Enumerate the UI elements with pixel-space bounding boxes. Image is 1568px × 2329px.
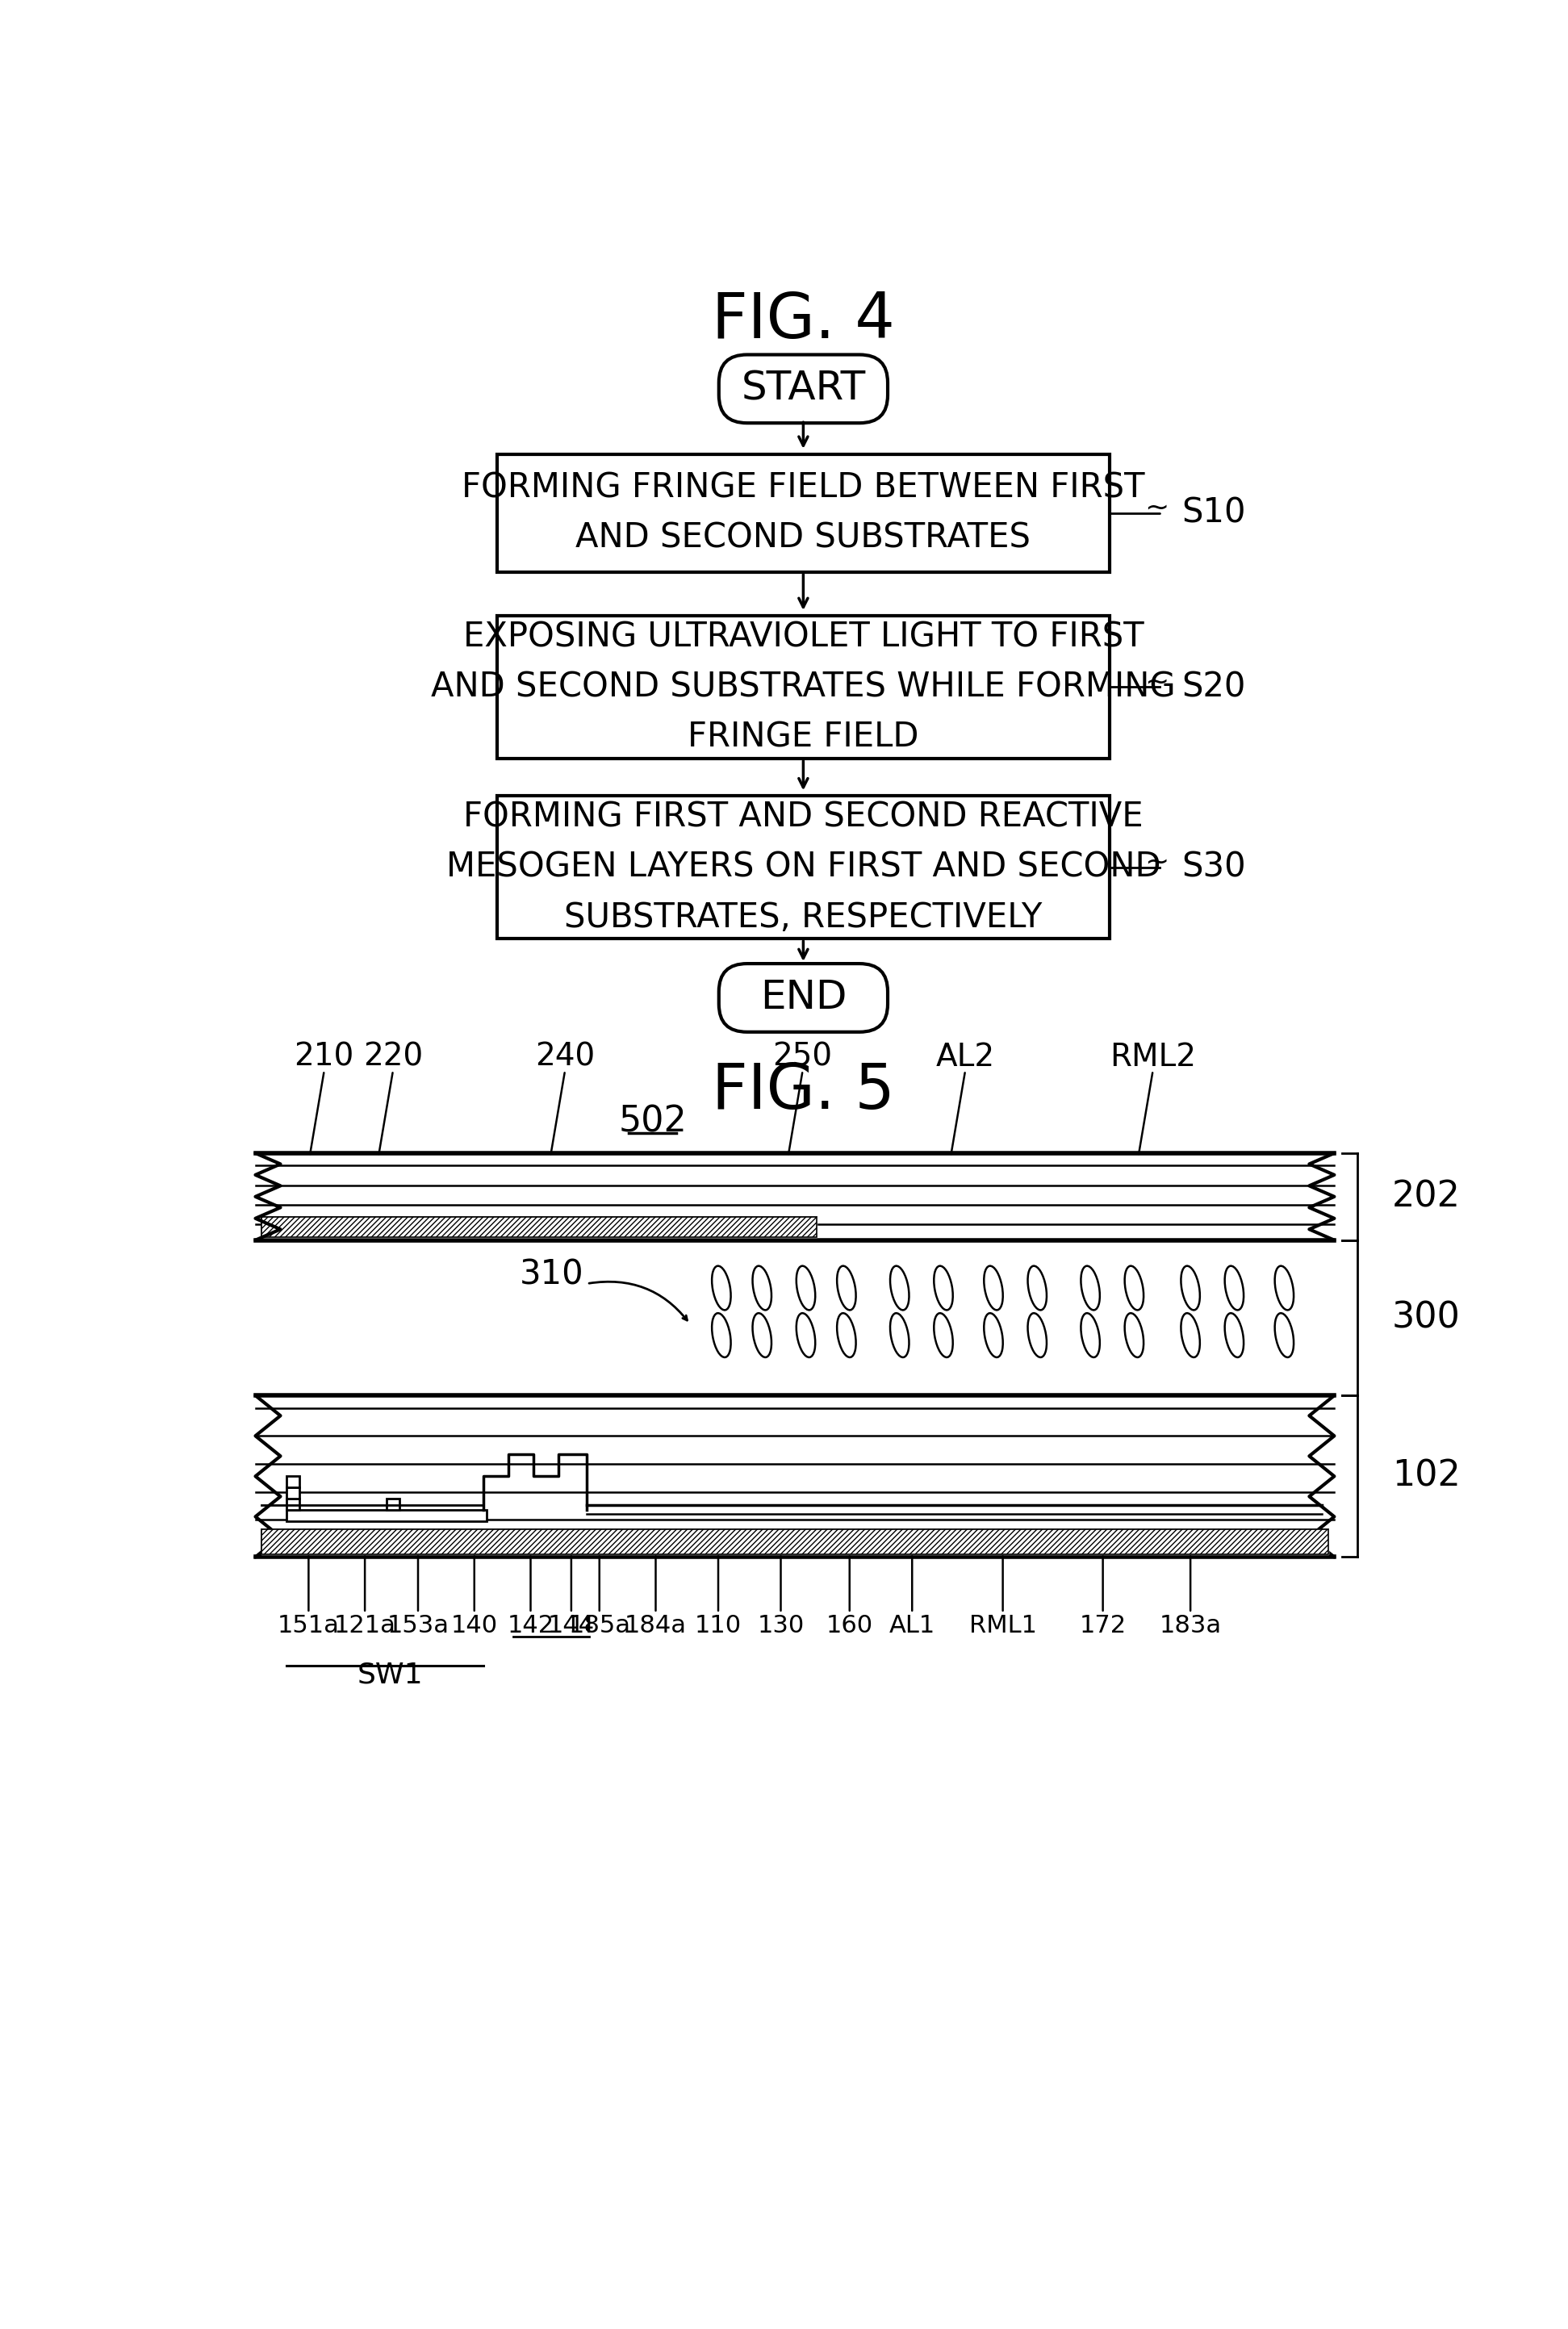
Bar	[287, 1477, 299, 1488]
Ellipse shape	[1181, 1267, 1200, 1311]
Bar	[262, 1530, 1328, 1553]
Text: AL1: AL1	[889, 1614, 935, 1637]
Bar	[497, 615, 1110, 759]
Text: RML1: RML1	[969, 1614, 1036, 1637]
Ellipse shape	[753, 1267, 771, 1311]
Text: FIG. 4: FIG. 4	[712, 289, 895, 352]
Text: SW1: SW1	[358, 1661, 423, 1689]
Ellipse shape	[1225, 1314, 1243, 1358]
Ellipse shape	[1181, 1314, 1200, 1358]
Bar	[262, 1530, 1328, 1553]
Text: 140: 140	[452, 1614, 497, 1637]
Ellipse shape	[1124, 1267, 1143, 1311]
Ellipse shape	[1225, 1267, 1243, 1311]
Text: 184a: 184a	[624, 1614, 687, 1637]
Text: FIG. 5: FIG. 5	[712, 1060, 895, 1123]
Text: 142: 142	[506, 1614, 554, 1637]
Text: 300: 300	[1392, 1300, 1460, 1335]
Text: S10: S10	[1182, 496, 1247, 531]
Text: 121a: 121a	[334, 1614, 395, 1637]
Text: 240: 240	[535, 1041, 594, 1071]
Text: 310: 310	[519, 1258, 583, 1290]
Ellipse shape	[985, 1267, 1004, 1311]
Text: 220: 220	[364, 1041, 423, 1071]
Text: 202: 202	[1392, 1178, 1460, 1213]
Ellipse shape	[935, 1267, 953, 1311]
Ellipse shape	[1080, 1267, 1099, 1311]
Text: EXPOSING ULTRAVIOLET LIGHT TO FIRST
AND SECOND SUBSTRATES WHILE FORMING
FRINGE F: EXPOSING ULTRAVIOLET LIGHT TO FIRST AND …	[431, 620, 1176, 755]
Ellipse shape	[935, 1314, 953, 1358]
Text: 102: 102	[1392, 1458, 1460, 1493]
Bar	[262, 1218, 817, 1237]
Bar	[287, 1509, 486, 1521]
Text: START: START	[742, 370, 866, 408]
Ellipse shape	[1080, 1314, 1099, 1358]
Text: ~: ~	[1145, 668, 1168, 696]
Bar	[262, 1218, 817, 1237]
Ellipse shape	[837, 1267, 856, 1311]
Text: RML2: RML2	[1110, 1041, 1196, 1071]
Ellipse shape	[712, 1267, 731, 1311]
Bar	[287, 1498, 299, 1509]
Text: 110: 110	[695, 1614, 742, 1637]
Ellipse shape	[1124, 1314, 1143, 1358]
Text: 210: 210	[295, 1041, 354, 1071]
Text: ~: ~	[1145, 494, 1168, 522]
Ellipse shape	[1275, 1314, 1294, 1358]
Text: 144: 144	[547, 1614, 594, 1637]
Ellipse shape	[837, 1314, 856, 1358]
Bar	[387, 1498, 400, 1509]
Text: 160: 160	[826, 1614, 873, 1637]
Text: FORMING FIRST AND SECOND REACTIVE
MESOGEN LAYERS ON FIRST AND SECOND
SUBSTRATES,: FORMING FIRST AND SECOND REACTIVE MESOGE…	[445, 801, 1160, 934]
Text: ~: ~	[1145, 848, 1168, 876]
FancyBboxPatch shape	[718, 964, 887, 1032]
Ellipse shape	[1027, 1267, 1047, 1311]
Text: 183a: 183a	[1159, 1614, 1221, 1637]
Text: 250: 250	[773, 1041, 833, 1071]
Ellipse shape	[712, 1314, 731, 1358]
Ellipse shape	[891, 1267, 909, 1311]
Bar	[497, 797, 1110, 939]
Ellipse shape	[985, 1314, 1004, 1358]
Text: 130: 130	[757, 1614, 804, 1637]
Ellipse shape	[753, 1314, 771, 1358]
Bar	[497, 454, 1110, 573]
Bar	[287, 1488, 299, 1498]
Text: S20: S20	[1182, 671, 1245, 703]
Ellipse shape	[1027, 1314, 1047, 1358]
Text: 502: 502	[618, 1104, 687, 1139]
Text: 151a: 151a	[278, 1614, 340, 1637]
Text: 172: 172	[1079, 1614, 1126, 1637]
Text: S30: S30	[1182, 850, 1247, 885]
Ellipse shape	[1275, 1267, 1294, 1311]
Text: 185a: 185a	[568, 1614, 630, 1637]
Text: FORMING FRINGE FIELD BETWEEN FIRST
AND SECOND SUBSTRATES: FORMING FRINGE FIELD BETWEEN FIRST AND S…	[461, 470, 1145, 554]
Ellipse shape	[797, 1267, 815, 1311]
Ellipse shape	[797, 1314, 815, 1358]
FancyBboxPatch shape	[718, 354, 887, 424]
Ellipse shape	[891, 1314, 909, 1358]
Text: 153a: 153a	[387, 1614, 448, 1637]
Text: END: END	[760, 978, 847, 1018]
Text: AL2: AL2	[936, 1041, 994, 1071]
